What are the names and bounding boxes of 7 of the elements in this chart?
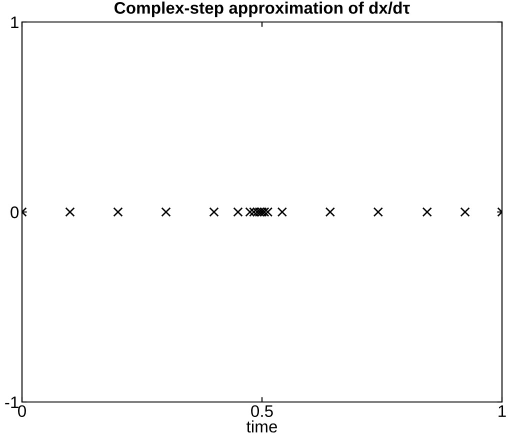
y-tick-label: 0: [10, 206, 19, 218]
x-tick-label: 0.5: [251, 405, 273, 418]
x-axis-title: time: [246, 420, 278, 433]
chart-title: Complex-step approximation of dx/dτ: [114, 2, 410, 18]
y-tick-label: -1: [5, 396, 18, 408]
x-tick-label: 1: [498, 405, 506, 417]
y-tick-label: 1: [11, 16, 18, 28]
